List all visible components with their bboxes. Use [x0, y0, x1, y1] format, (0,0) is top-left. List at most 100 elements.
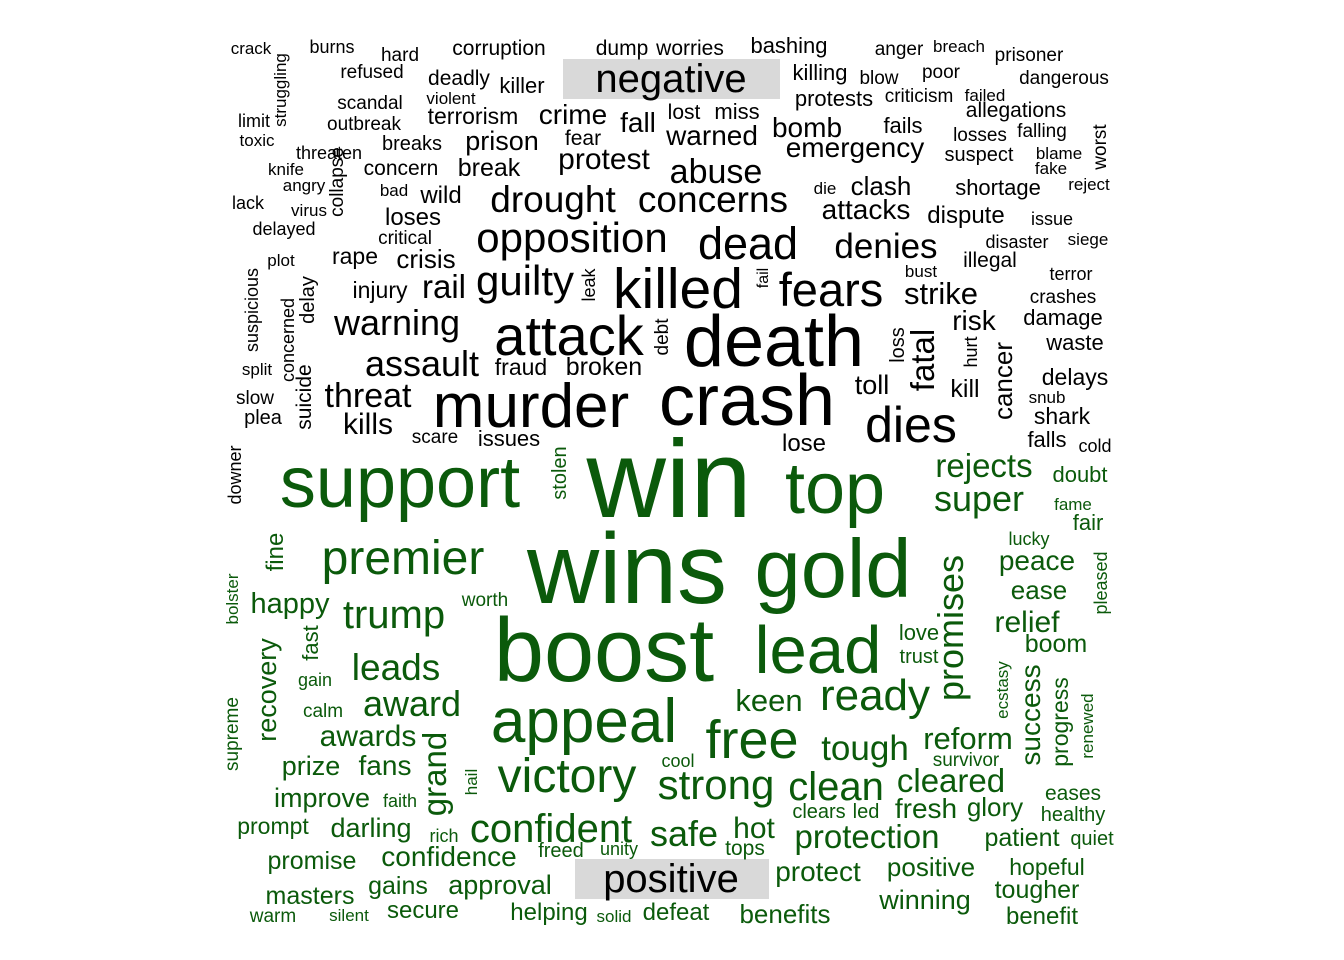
- positive-word-led: led: [853, 801, 880, 823]
- negative-word-prison: prison: [465, 126, 539, 156]
- positive-word-protection: protection: [795, 818, 940, 855]
- negative-word-delays: delays: [1042, 364, 1108, 390]
- positive-word-renewed: renewed: [1078, 693, 1097, 758]
- negative-word-crisis: crisis: [396, 244, 455, 274]
- positive-word-supreme: supreme: [222, 697, 243, 771]
- positive-word-top: top: [785, 449, 885, 529]
- negative-word-fears: fears: [779, 263, 884, 316]
- negative-word-abuse: abuse: [670, 153, 763, 191]
- negative-word-shark: shark: [1034, 403, 1091, 429]
- negative-word-rape: rape: [332, 243, 378, 269]
- negative-word-cancer: cancer: [988, 342, 1018, 420]
- negative-word-crashes: crashes: [1030, 287, 1097, 308]
- positive-word-love: love: [899, 620, 939, 645]
- positive-word-trump: trump: [343, 593, 445, 637]
- negative-word-warned: warned: [665, 120, 758, 151]
- negative-word-shortage: shortage: [955, 175, 1041, 200]
- negative-word-snub: snub: [1029, 388, 1066, 407]
- positive-word-quiet: quiet: [1070, 828, 1114, 850]
- positive-word-support: support: [280, 443, 520, 523]
- negative-word-dump: dump: [596, 37, 649, 60]
- positive-word-silent: silent: [329, 906, 369, 925]
- positive-word-fresh: fresh: [895, 793, 957, 824]
- positive-word-gains: gains: [368, 872, 428, 900]
- negative-word-suicide: suicide: [293, 364, 316, 429]
- positive-word-warm: warm: [249, 906, 296, 927]
- negative-word-criticism: criticism: [885, 86, 954, 107]
- negative-word-collapse: collapse: [327, 147, 348, 217]
- negative-word-worries: worries: [655, 37, 724, 60]
- positive-word-award: award: [363, 683, 461, 724]
- positive-word-boost: boost: [494, 601, 714, 701]
- positive-word-stolen: stolen: [549, 446, 571, 499]
- positive-word-improve: improve: [274, 783, 370, 813]
- negative-word-killed: killed: [613, 257, 743, 321]
- negative-word-rail: rail: [422, 268, 466, 305]
- negative-word-strike: strike: [904, 276, 978, 311]
- negative-word-fake: fake: [1035, 159, 1067, 178]
- negative-word-dies: dies: [865, 397, 957, 453]
- negative-word-plot: plot: [267, 251, 295, 270]
- negative-word-toxic: toxic: [240, 131, 275, 150]
- negative-word-guilty: guilty: [476, 257, 574, 304]
- negative-word-losses: losses: [953, 125, 1007, 146]
- positive-word-patient: patient: [984, 824, 1059, 852]
- negative-word-allegations: allegations: [966, 99, 1066, 122]
- positive-word-worth: worth: [461, 590, 508, 611]
- positive-word-tougher: tougher: [995, 876, 1080, 904]
- positive-word-leads: leads: [352, 647, 440, 688]
- positive-word-gain: gain: [298, 670, 332, 690]
- positive-word-boom: boom: [1025, 630, 1088, 658]
- negative-word-issue: issue: [1031, 209, 1073, 229]
- positive-word-fine: fine: [262, 533, 289, 572]
- positive-word-free: free: [705, 710, 798, 770]
- negative-word-bashing: bashing: [750, 33, 827, 58]
- negative-word-kill: kill: [950, 375, 979, 403]
- positive-word-reform: reform: [923, 721, 1013, 756]
- negative-word-violent: violent: [426, 89, 475, 108]
- negative-word-scandal: scandal: [337, 93, 403, 114]
- positive-word-lead: lead: [755, 613, 882, 688]
- negative-word-poor: poor: [922, 62, 961, 83]
- positive-word-appeal: appeal: [491, 687, 677, 756]
- negative-word-hurt: hurt: [961, 336, 981, 367]
- negative-word-cold: cold: [1078, 436, 1111, 456]
- negative-word-death: death: [684, 302, 864, 382]
- negative-word-bad: bad: [380, 181, 408, 200]
- negative-word-burns: burns: [309, 37, 354, 57]
- negative-word-murder: murder: [433, 372, 629, 441]
- positive-word-tops: tops: [725, 837, 765, 860]
- negative-word-breaks: breaks: [382, 133, 442, 155]
- negative-word-threaten: threaten: [296, 143, 362, 163]
- positive-word-defeat: defeat: [643, 899, 710, 926]
- positive-word-awards: awards: [320, 720, 417, 753]
- negative-word-suspicious: suspicious: [242, 268, 262, 352]
- negative-word-limit: limit: [238, 111, 270, 131]
- positive-word-fame: fame: [1054, 495, 1092, 514]
- negative-word-fear: fear: [565, 127, 601, 150]
- positive-word-faith: faith: [383, 791, 417, 811]
- positive-word-ready: ready: [820, 671, 930, 720]
- negative-word-protest: protest: [558, 143, 650, 176]
- negative-word-concern: concern: [364, 157, 439, 180]
- negative-word-dead: dead: [698, 218, 798, 269]
- negative-word-delayed: delayed: [252, 219, 315, 239]
- positive-word-darling: darling: [330, 813, 411, 843]
- positive-word-cleared: cleared: [897, 762, 1005, 799]
- positive-word-promises: promises: [930, 555, 971, 701]
- positive-word-benefits: benefits: [739, 899, 830, 929]
- negative-word-falls: falls: [1027, 427, 1066, 452]
- positive-word-glory: glory: [967, 792, 1023, 822]
- negative-word-concerns: concerns: [638, 179, 788, 220]
- negative-word-corruption: corruption: [452, 37, 545, 60]
- positive-word-approval: approval: [448, 870, 552, 900]
- negative-word-struggling: struggling: [271, 53, 290, 127]
- negative-word-fail: fail: [755, 268, 772, 288]
- positive-word-calm: calm: [303, 701, 343, 722]
- positive-word-confident: confident: [470, 807, 632, 851]
- negative-word-refused: refused: [340, 62, 403, 83]
- positive-word-victory: victory: [498, 750, 637, 803]
- negative-word-dangerous: dangerous: [1019, 68, 1109, 89]
- negative-word-disaster: disaster: [985, 232, 1048, 252]
- negative-word-lose: lose: [782, 430, 826, 457]
